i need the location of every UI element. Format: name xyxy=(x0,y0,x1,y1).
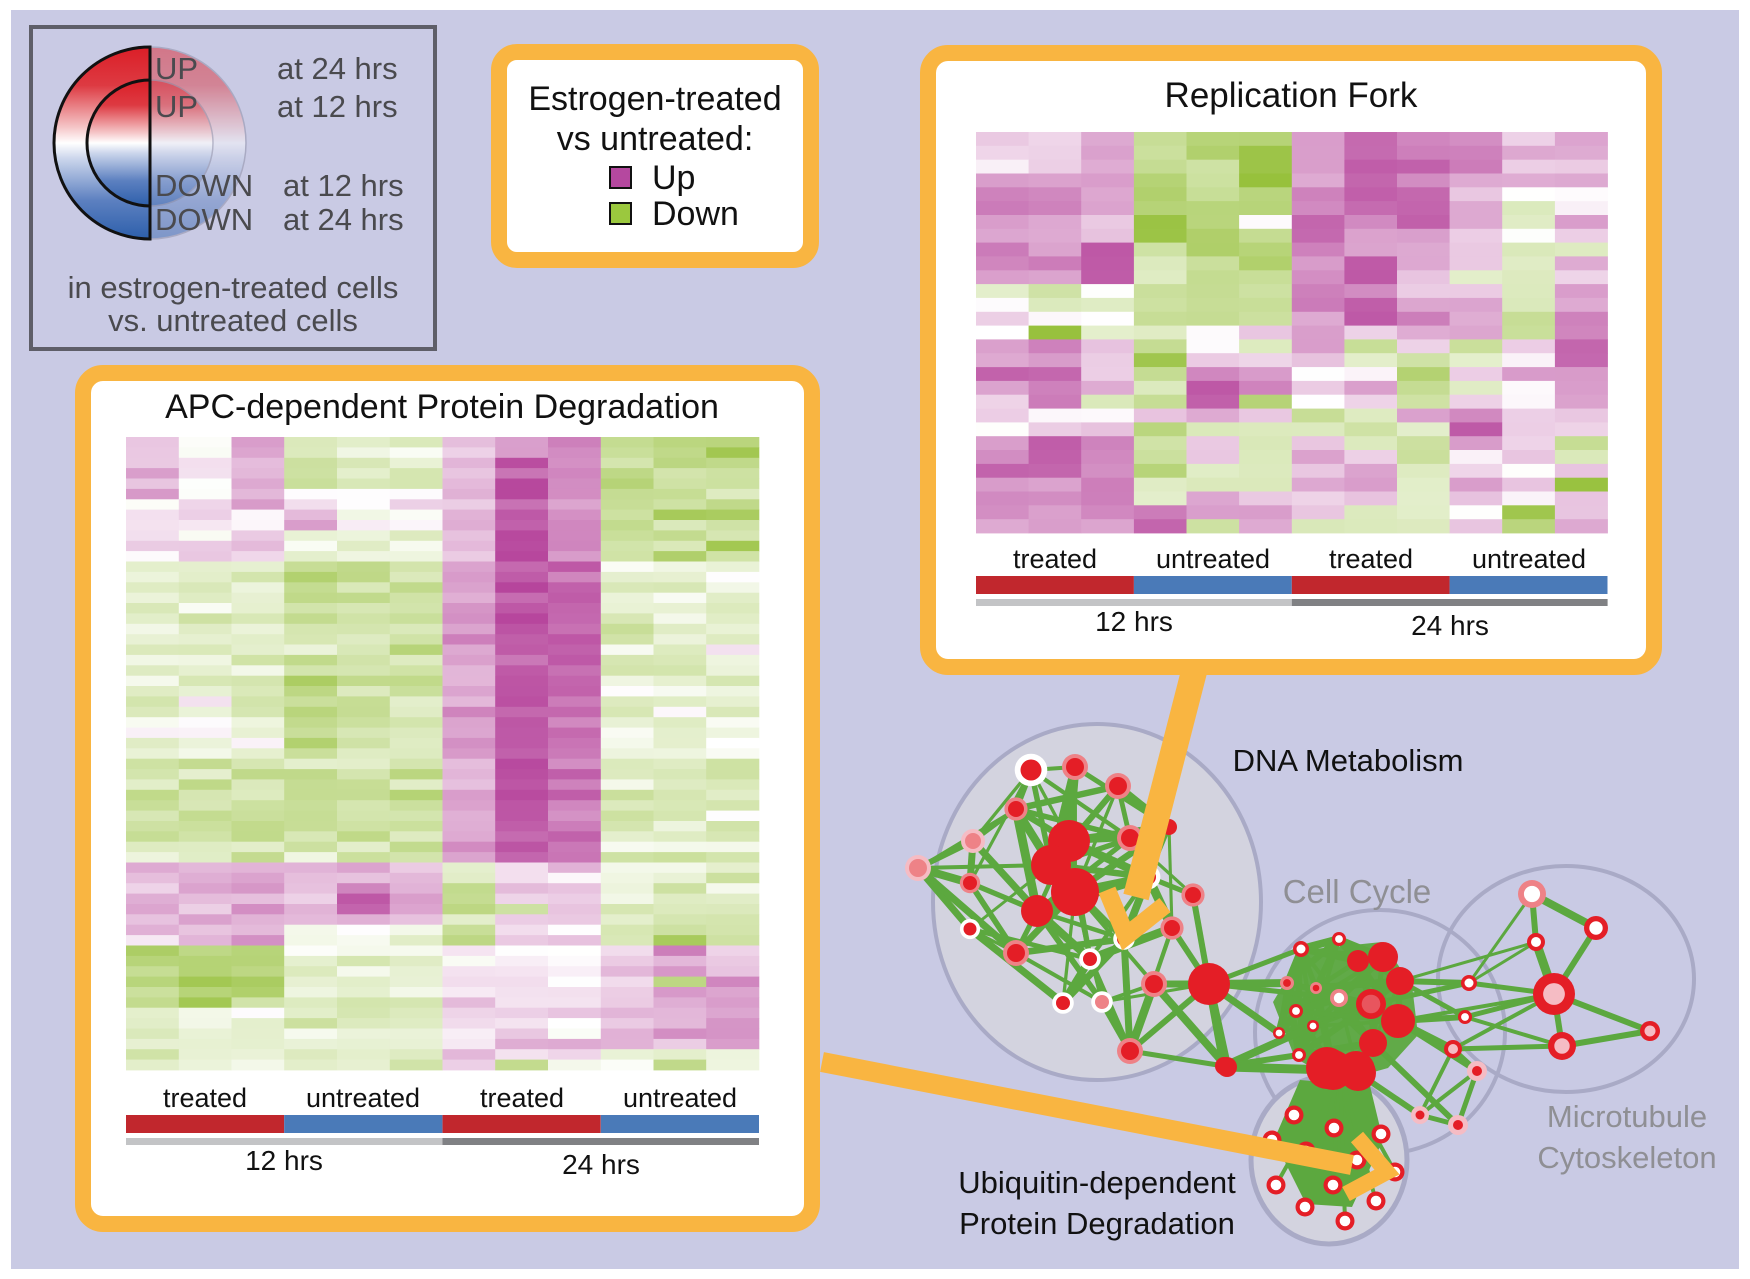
svg-text:Down: Down xyxy=(652,195,739,233)
svg-text:vs untreated:: vs untreated: xyxy=(557,120,754,158)
svg-text:DOWN: DOWN xyxy=(155,202,253,237)
svg-text:UP: UP xyxy=(155,89,198,124)
svg-text:Microtubule: Microtubule xyxy=(1547,1099,1707,1134)
svg-text:treated: treated xyxy=(480,1083,564,1113)
svg-text:Cytoskeleton: Cytoskeleton xyxy=(1537,1140,1716,1175)
svg-text:Estrogen-treated: Estrogen-treated xyxy=(528,80,781,118)
svg-text:Ubiquitin-dependent: Ubiquitin-dependent xyxy=(958,1165,1236,1200)
svg-text:Cell Cycle: Cell Cycle xyxy=(1283,873,1432,910)
svg-text:at 12 hrs: at 12 hrs xyxy=(283,168,404,203)
svg-text:Protein Degradation: Protein Degradation xyxy=(959,1206,1235,1241)
svg-text:at 12 hrs: at 12 hrs xyxy=(277,89,398,124)
svg-text:vs. untreated cells: vs. untreated cells xyxy=(108,303,358,338)
svg-text:treated: treated xyxy=(1329,544,1413,574)
svg-text:untreated: untreated xyxy=(1156,544,1270,574)
svg-text:12 hrs: 12 hrs xyxy=(1095,606,1173,637)
svg-text:DNA Metabolism: DNA Metabolism xyxy=(1233,743,1464,778)
svg-text:at 24 hrs: at 24 hrs xyxy=(277,51,398,86)
svg-text:untreated: untreated xyxy=(623,1083,737,1113)
svg-text:UP: UP xyxy=(155,51,198,86)
svg-text:untreated: untreated xyxy=(306,1083,420,1113)
svg-text:treated: treated xyxy=(163,1083,247,1113)
svg-text:12 hrs: 12 hrs xyxy=(245,1145,323,1176)
svg-text:24 hrs: 24 hrs xyxy=(1411,610,1489,641)
svg-text:at 24 hrs: at 24 hrs xyxy=(283,202,404,237)
svg-text:APC-dependent Protein Degradat: APC-dependent Protein Degradation xyxy=(165,388,719,426)
svg-text:24 hrs: 24 hrs xyxy=(562,1149,640,1180)
svg-text:Replication Fork: Replication Fork xyxy=(1165,76,1418,115)
svg-text:Up: Up xyxy=(652,159,695,197)
svg-text:untreated: untreated xyxy=(1472,544,1586,574)
svg-text:in estrogen-treated cells: in estrogen-treated cells xyxy=(68,270,399,305)
svg-text:DOWN: DOWN xyxy=(155,168,253,203)
svg-text:treated: treated xyxy=(1013,544,1097,574)
